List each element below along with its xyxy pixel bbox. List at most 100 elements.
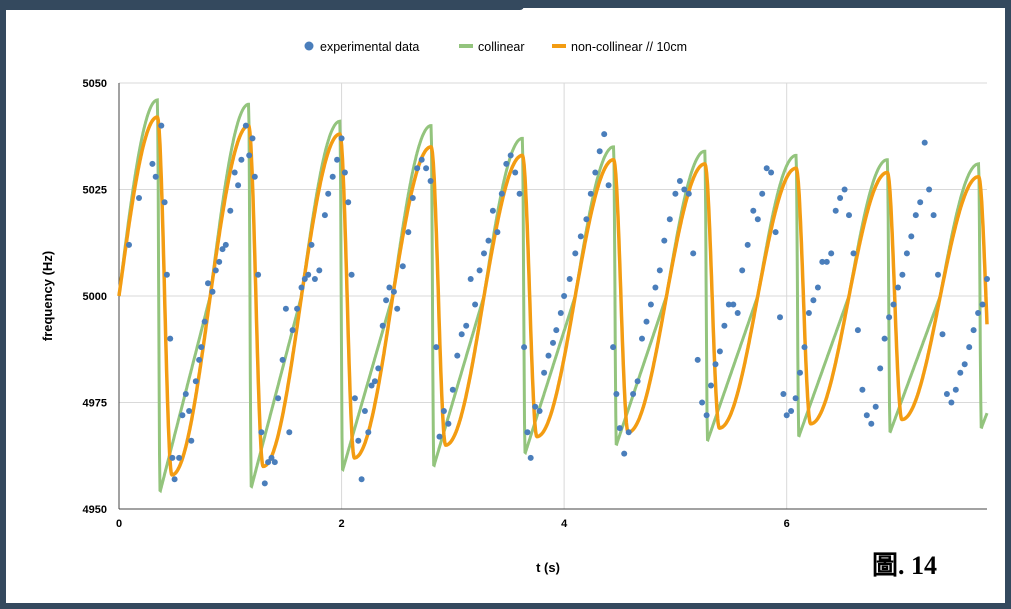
- data-point: [433, 344, 440, 351]
- data-point: [792, 395, 799, 402]
- data-point: [666, 216, 673, 223]
- data-point: [311, 276, 318, 282]
- data-point: [329, 173, 336, 180]
- data-point: [877, 365, 884, 372]
- data-point: [908, 233, 915, 240]
- series-noncollinear: [117, 115, 989, 477]
- data-point: [596, 148, 603, 155]
- legend-label-experimental: experimental data: [320, 40, 419, 54]
- data-point: [647, 301, 654, 308]
- data-point: [321, 212, 328, 219]
- data-point: [961, 361, 968, 368]
- data-point: [268, 454, 275, 461]
- data-point: [423, 165, 430, 172]
- data-point: [970, 327, 977, 334]
- data-point: [630, 391, 637, 397]
- data-point: [298, 284, 305, 291]
- data-point: [828, 250, 835, 257]
- data-point: [449, 386, 456, 393]
- data-point: [255, 271, 262, 278]
- data-point: [621, 450, 628, 457]
- data-point: [899, 271, 906, 278]
- data-point: [265, 459, 272, 466]
- data-point: [616, 425, 623, 432]
- data-point: [550, 339, 556, 346]
- y-tick-label: 5000: [83, 291, 107, 303]
- data-point: [201, 318, 208, 325]
- data-point: [198, 344, 205, 351]
- y-tick-label: 5025: [83, 185, 107, 197]
- data-point: [966, 344, 973, 351]
- data-point: [169, 454, 176, 461]
- legend-label-collinear: collinear: [478, 40, 525, 54]
- data-point: [652, 284, 659, 291]
- data-point: [863, 412, 870, 419]
- data-point: [912, 212, 919, 219]
- data-point: [386, 284, 393, 291]
- data-point: [355, 437, 362, 444]
- data-point: [837, 195, 844, 201]
- x-axis-title: t (s): [536, 560, 560, 575]
- data-point: [209, 288, 216, 295]
- data-point: [436, 433, 443, 440]
- data-point: [476, 267, 483, 274]
- series-experimental-data: [126, 122, 990, 487]
- data-point: [672, 190, 679, 197]
- data-point: [854, 327, 861, 334]
- data-point: [783, 412, 790, 419]
- data-point: [418, 156, 425, 163]
- data-point: [375, 365, 382, 372]
- data-point: [414, 165, 421, 172]
- data-point: [289, 327, 296, 334]
- data-point: [708, 382, 714, 389]
- data-point: [238, 156, 245, 163]
- data-point: [943, 391, 950, 397]
- series-collinear: [117, 98, 989, 494]
- data-point: [846, 212, 852, 219]
- data-point: [527, 454, 534, 461]
- data-point: [754, 216, 761, 223]
- data-point: [379, 322, 386, 329]
- data-point: [472, 301, 479, 308]
- data-point: [361, 408, 368, 414]
- data-point: [605, 182, 612, 189]
- data-point: [251, 173, 258, 180]
- data-point: [409, 195, 416, 201]
- data-point: [777, 314, 783, 321]
- data-point: [338, 135, 345, 142]
- data-point: [577, 233, 584, 240]
- data-point: [152, 173, 159, 180]
- data-point: [136, 195, 142, 201]
- data-point: [261, 480, 268, 487]
- data-point: [149, 160, 156, 167]
- data-point: [126, 241, 132, 248]
- data-point: [358, 476, 365, 483]
- data-point: [921, 139, 928, 146]
- data-point: [699, 399, 706, 406]
- data-point: [832, 207, 839, 214]
- data-point: [868, 420, 875, 427]
- noncollinear-curve: [117, 115, 989, 477]
- data-point: [458, 331, 465, 338]
- data-point: [801, 344, 808, 351]
- data-point: [258, 429, 265, 436]
- y-tick-label: 5050: [83, 78, 107, 90]
- data-point: [182, 391, 189, 397]
- data-point: [890, 301, 897, 308]
- y-axis-title: frequency (Hz): [40, 251, 55, 341]
- data-point: [572, 250, 579, 257]
- data-point: [524, 429, 531, 436]
- data-point: [348, 271, 355, 278]
- data-point: [805, 310, 812, 316]
- data-point: [507, 152, 514, 159]
- data-point: [685, 190, 692, 197]
- data-point: [841, 186, 848, 193]
- data-point: [308, 241, 315, 248]
- data-point: [167, 335, 174, 342]
- data-point: [739, 267, 746, 274]
- data-point: [186, 408, 193, 414]
- data-point: [643, 318, 650, 325]
- data-point: [957, 369, 964, 376]
- data-point: [171, 476, 178, 483]
- data-point: [797, 369, 803, 376]
